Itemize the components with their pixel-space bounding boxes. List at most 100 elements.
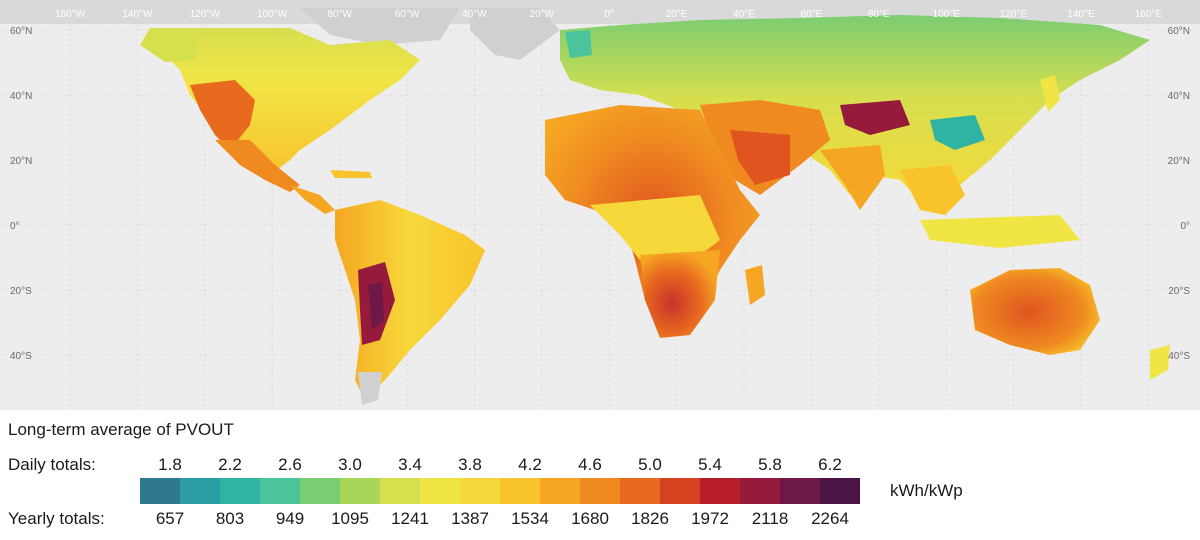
legend-title: Long-term average of PVOUT (8, 420, 234, 439)
central-america-land (290, 185, 335, 214)
central-africa-band (590, 195, 720, 260)
longitude-label: 80°E (868, 9, 890, 20)
daily-value: 3.8 (458, 455, 482, 474)
legend-color-swatch (460, 478, 500, 504)
yearly-value: 2264 (811, 509, 849, 528)
southern-africa-land (640, 250, 720, 338)
daily-value: 1.8 (158, 455, 182, 474)
latitude-label-right: 40°N (1168, 91, 1190, 102)
us-southwest-hotspot (190, 80, 255, 150)
legend-color-swatch (580, 478, 620, 504)
new-zealand-land (1150, 345, 1170, 380)
legend-color-swatch (220, 478, 260, 504)
longitude-labels: 160°W 140°W 120°W 100°W 80°W 60°W 40°W 20°W 0° 20… (55, 9, 1162, 20)
indonesia-islands (920, 215, 1080, 248)
latitude-label-left: 40°S (10, 351, 32, 362)
daily-totals-label: Daily totals: (8, 455, 96, 474)
caribbean-islands (330, 170, 372, 178)
yearly-values-row: 657 803 949 1095 1241 1387 1534 1680 1826 1972 211… (140, 509, 860, 529)
sichuan-lowspot (930, 115, 985, 150)
longitude-label: 100°E (933, 9, 961, 20)
legend-color-swatch (180, 478, 220, 504)
yearly-value: 1095 (331, 509, 369, 528)
longitude-label: 140°W (122, 9, 153, 20)
india-land (820, 145, 885, 210)
yearly-value: 657 (155, 509, 185, 528)
yearly-value: 1972 (691, 509, 729, 528)
longitude-label: 40°W (462, 9, 487, 20)
yearly-value: 949 (275, 509, 305, 528)
longitude-label: 60°W (395, 9, 420, 20)
daily-value: 3.4 (398, 455, 422, 474)
longitude-label: 60°E (801, 9, 823, 20)
latitude-label-right: 20°N (1168, 156, 1190, 167)
yearly-value: 1241 (391, 509, 429, 528)
daily-value: 5.8 (758, 455, 782, 474)
arctic-canada-land (300, 8, 460, 45)
latitude-label-left: 20°N (10, 156, 32, 167)
legend-color-swatch (380, 478, 420, 504)
latitude-label-left: 60°N (10, 26, 32, 37)
arabia-hotspot (730, 130, 790, 185)
alaska-land (140, 28, 200, 62)
legend-color-swatch (620, 478, 660, 504)
longitude-label: 100°W (257, 9, 288, 20)
south-america-land (335, 200, 485, 400)
legend-color-swatch (420, 478, 460, 504)
legend-color-swatch (740, 478, 780, 504)
latitude-label-left: 40°N (10, 91, 32, 102)
longitude-label: 40°E (733, 9, 755, 20)
legend-color-bar (140, 478, 860, 504)
latitude-label-right: 60°N (1168, 26, 1190, 37)
legend-color-swatch (540, 478, 580, 504)
mexico-land (215, 140, 300, 192)
daily-value: 2.2 (218, 455, 242, 474)
latitude-label-left: 20°S (10, 286, 32, 297)
latitude-label-left: 0° (10, 221, 20, 232)
legend-color-swatch (780, 478, 820, 504)
se-asia-land (900, 165, 965, 215)
patagonia-no-data (358, 372, 382, 405)
legend-color-swatch (500, 478, 540, 504)
legend-color-swatch (340, 478, 380, 504)
longitude-label: 80°W (327, 9, 352, 20)
latitude-label-right: 40°S (1168, 351, 1190, 362)
legend-color-swatch (660, 478, 700, 504)
daily-value: 5.4 (698, 455, 722, 474)
british-isles (565, 30, 592, 58)
daily-value: 4.2 (518, 455, 542, 474)
yearly-value: 1680 (571, 509, 609, 528)
north-america-land (150, 28, 420, 175)
legend-color-swatch (820, 478, 860, 504)
longitude-label: 20°W (530, 9, 555, 20)
tibet-hotspot (840, 100, 910, 135)
legend-color-swatch (260, 478, 300, 504)
australia-land (970, 268, 1100, 355)
yearly-value: 1826 (631, 509, 669, 528)
longitude-label: 140°E (1067, 9, 1095, 20)
madagascar-land (745, 265, 765, 305)
daily-value: 6.2 (818, 455, 842, 474)
legend-color-swatch (700, 478, 740, 504)
greenland-land (470, 8, 560, 60)
longitude-label: 160°W (55, 9, 86, 20)
longitude-label: 0° (604, 9, 614, 20)
atacama-core (368, 282, 384, 330)
latitude-labels: 60°N 40°N 20°N 0° 20°S 40°S 60°N 40°N 20°N 0° 20°S… (10, 26, 1190, 362)
yearly-value: 803 (215, 509, 245, 528)
japan-land (1040, 75, 1060, 112)
pvout-world-map: 160°W 140°W 120°W 100°W 80°W 60°W 40°W 20°W 0° 20… (0, 0, 1200, 410)
legend-color-swatch (140, 478, 180, 504)
yearly-value: 2118 (751, 509, 789, 528)
latitude-label-right: 0° (1180, 221, 1190, 232)
yearly-value: 1387 (451, 509, 489, 528)
yearly-totals-label: Yearly totals: (8, 509, 105, 528)
daily-values-row: 1.8 2.2 2.6 3.0 3.4 3.8 4.2 4.6 5.0 5.4 5.8 6.2 (140, 455, 860, 475)
daily-value: 5.0 (638, 455, 662, 474)
legend-color-swatch (300, 478, 340, 504)
longitude-label: 120°W (190, 9, 221, 20)
latitude-label-right: 20°S (1168, 286, 1190, 297)
unit-label: kWh/kWp (890, 481, 963, 500)
longitude-label: 120°E (1000, 9, 1028, 20)
yearly-value: 1534 (511, 509, 549, 528)
